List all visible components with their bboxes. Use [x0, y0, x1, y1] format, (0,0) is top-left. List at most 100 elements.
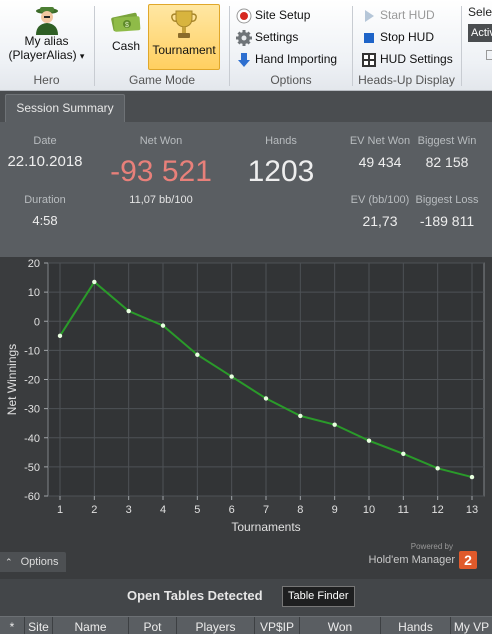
table-finder-button[interactable]: Table Finder — [282, 586, 355, 607]
column-header-pot[interactable]: Pot — [128, 617, 176, 634]
stop-hud-label: Stop HUD — [380, 30, 435, 44]
biggest-loss-value: -189 811 — [419, 213, 475, 229]
options-group-title: Options — [270, 73, 312, 87]
column-header-hands[interactable]: Hands — [380, 617, 450, 634]
site-setup-icon — [236, 8, 252, 24]
game-mode-group-title: Game Mode — [128, 73, 196, 87]
player-avatar-icon — [35, 7, 58, 35]
net-won-value: -93 521 — [110, 155, 212, 188]
data-point — [332, 422, 337, 427]
x-tick-label: 5 — [194, 504, 200, 516]
start-hud-label: Start HUD — [380, 8, 435, 22]
x-tick-label: 4 — [160, 504, 166, 516]
select-label: Selec — [468, 5, 492, 19]
bb-per-100-value: 11,07 bb/100 — [129, 194, 193, 206]
duration-value: 4:58 — [32, 213, 58, 228]
biggest-win-label: Biggest Win — [417, 135, 477, 147]
net-won-label: Net Won — [139, 135, 183, 147]
trophy-icon — [171, 10, 197, 38]
active-dropdown[interactable]: Activ — [468, 24, 492, 42]
y-tick-label: -10 — [24, 345, 40, 357]
y-tick-label: -40 — [24, 433, 40, 445]
site-setup-label: Site Setup — [255, 8, 311, 22]
hero-alias-button[interactable]: My alias (PlayerAlias) ▾ — [4, 2, 89, 68]
x-tick-label: 7 — [263, 504, 269, 516]
column-header-star[interactable]: * — [9, 620, 15, 634]
x-tick-label: 10 — [363, 504, 375, 516]
y-tick-label: -60 — [24, 491, 40, 503]
tournament-button[interactable]: Tournament — [148, 4, 220, 70]
data-point — [435, 466, 440, 471]
overflow-group: Selec Activ — [462, 0, 492, 91]
x-tick-label: 1 — [57, 504, 63, 516]
options-group: Site Setup Settings Hand Importing Optio… — [230, 0, 352, 91]
data-point — [92, 279, 97, 285]
ev-bb-value: 21,73 — [362, 213, 398, 229]
hero-alias-line2-wrap: (PlayerAlias) ▾ — [5, 48, 88, 63]
hand-importing-label: Hand Importing — [255, 52, 338, 66]
x-tick-label: 11 — [398, 504, 409, 516]
chart-options-toggle[interactable]: ⌃ Options — [0, 552, 66, 572]
hud-group: Start HUD Stop HUD HUD Settings Heads-Up… — [353, 0, 460, 91]
hud-settings-label: HUD Settings — [380, 52, 453, 66]
date-label: Date — [33, 135, 57, 147]
data-point — [401, 451, 406, 456]
ribbon-separator — [229, 6, 230, 86]
tab-strip: Session Summary — [0, 91, 492, 122]
hud-grid-icon — [362, 52, 376, 67]
y-tick-label: -50 — [24, 462, 40, 474]
hud-settings-button[interactable]: HUD Settings — [361, 49, 453, 69]
import-arrow-icon — [238, 52, 250, 67]
cash-money-icon: $ — [111, 12, 141, 32]
data-point — [126, 308, 131, 314]
column-header-vpip[interactable]: VP$IP — [254, 617, 299, 634]
column-header-name[interactable]: Name — [52, 617, 128, 634]
data-point — [57, 333, 63, 339]
column-header-won[interactable]: Won — [299, 617, 380, 634]
cash-button[interactable]: $ Cash — [105, 5, 147, 67]
biggest-loss-label: Biggest Loss — [415, 194, 479, 206]
chart-panel: 20 10 0 -10 -20 -30 -40 -50 -60 1 2 3 4 5 6 7 8 9 10 11 12 13… — [0, 257, 492, 579]
open-tables-header: * Site Name Pot Players VP$IP Won Hands … — [0, 616, 492, 634]
tab-session-summary[interactable]: Session Summary — [5, 94, 125, 122]
gear-icon — [236, 29, 252, 46]
start-hud-button[interactable]: Start HUD — [361, 5, 435, 25]
biggest-win-value: 82 158 — [425, 154, 469, 170]
column-header-site[interactable]: Site — [24, 617, 52, 634]
powered-by-label: Powered by — [410, 542, 453, 551]
settings-button[interactable]: Settings — [236, 27, 298, 47]
overflow-toggle-icon[interactable] — [486, 50, 492, 60]
duration-label: Duration — [24, 194, 66, 206]
ribbon-separator — [94, 6, 95, 86]
hand-importing-button[interactable]: Hand Importing — [236, 49, 337, 69]
hands-label: Hands — [265, 135, 297, 147]
x-tick-label: 12 — [432, 504, 444, 516]
ribbon-separator — [461, 6, 462, 86]
ev-net-won-label: EV Net Won — [349, 135, 411, 147]
stop-icon — [364, 32, 374, 43]
y-tick-label: -30 — [24, 404, 40, 416]
session-summary-panel: Date 22.10.2018 Duration 4:58 Net Won -9… — [0, 122, 492, 257]
data-point — [366, 438, 372, 443]
y-axis-label: Net Winnings — [5, 344, 19, 415]
play-icon — [365, 9, 374, 22]
cash-button-label: Cash — [111, 39, 140, 53]
column-header-players[interactable]: Players — [176, 617, 254, 634]
chart-options-label: Options — [20, 556, 59, 569]
grid-lines — [48, 262, 484, 497]
x-tick-label: 3 — [126, 504, 132, 516]
data-point — [298, 413, 303, 419]
data-point — [160, 323, 166, 328]
y-tick-label: 20 — [28, 258, 40, 270]
stop-hud-button[interactable]: Stop HUD — [361, 27, 434, 47]
column-header-my-vpip[interactable]: My VP — [450, 617, 492, 634]
y-tick-label: 0 — [34, 316, 40, 328]
y-tick-label: 10 — [28, 287, 40, 299]
x-tick-label: 2 — [91, 504, 97, 516]
x-tick-label: 13 — [466, 504, 478, 516]
hero-alias-name: My alias — [24, 34, 69, 48]
site-setup-button[interactable]: Site Setup — [236, 5, 310, 25]
tournament-button-label: Tournament — [152, 43, 216, 57]
hero-group: My alias (PlayerAlias) ▾ Hero — [0, 0, 93, 91]
